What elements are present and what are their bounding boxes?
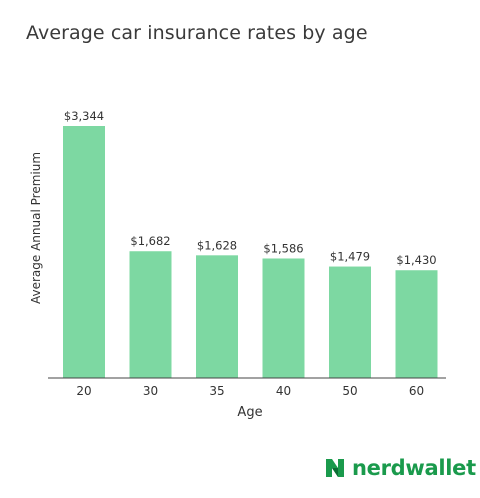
bars-group: $3,344 $1,682 $1,628 $1,586 $1,479 $1,430	[63, 109, 438, 378]
nerdwallet-logo: nerdwallet	[324, 456, 476, 480]
bar-35	[196, 255, 238, 378]
bar-value-label-35: $1,628	[197, 238, 237, 252]
bar-value-label-50: $1,479	[330, 250, 370, 264]
bar-value-label-40: $1,586	[263, 241, 303, 255]
bar-20	[63, 126, 105, 378]
x-axis-label: Age	[237, 405, 262, 420]
chart-title: Average car insurance rates by age	[26, 22, 368, 44]
x-tick-label-35: 35	[209, 384, 224, 398]
nerdwallet-n-icon	[326, 459, 344, 477]
y-axis-label: Average Annual Premium	[29, 152, 43, 304]
x-tick-label-30: 30	[143, 384, 158, 398]
bar-value-label-20: $3,344	[64, 109, 104, 123]
bar-value-label-30: $1,682	[130, 234, 170, 248]
x-tick-label-40: 40	[276, 384, 291, 398]
bar-50	[329, 266, 371, 378]
x-tick-label-60: 60	[409, 384, 424, 398]
bar-60	[395, 270, 438, 378]
x-tick-labels: 20 30 35 40 50 60	[76, 384, 424, 398]
x-tick-label-20: 20	[76, 384, 91, 398]
bar-value-label-60: $1,430	[396, 253, 436, 267]
x-tick-label-50: 50	[342, 384, 357, 398]
brand-name: nerdwallet	[352, 456, 476, 480]
bar-40	[262, 258, 305, 378]
bar-30	[129, 251, 172, 378]
